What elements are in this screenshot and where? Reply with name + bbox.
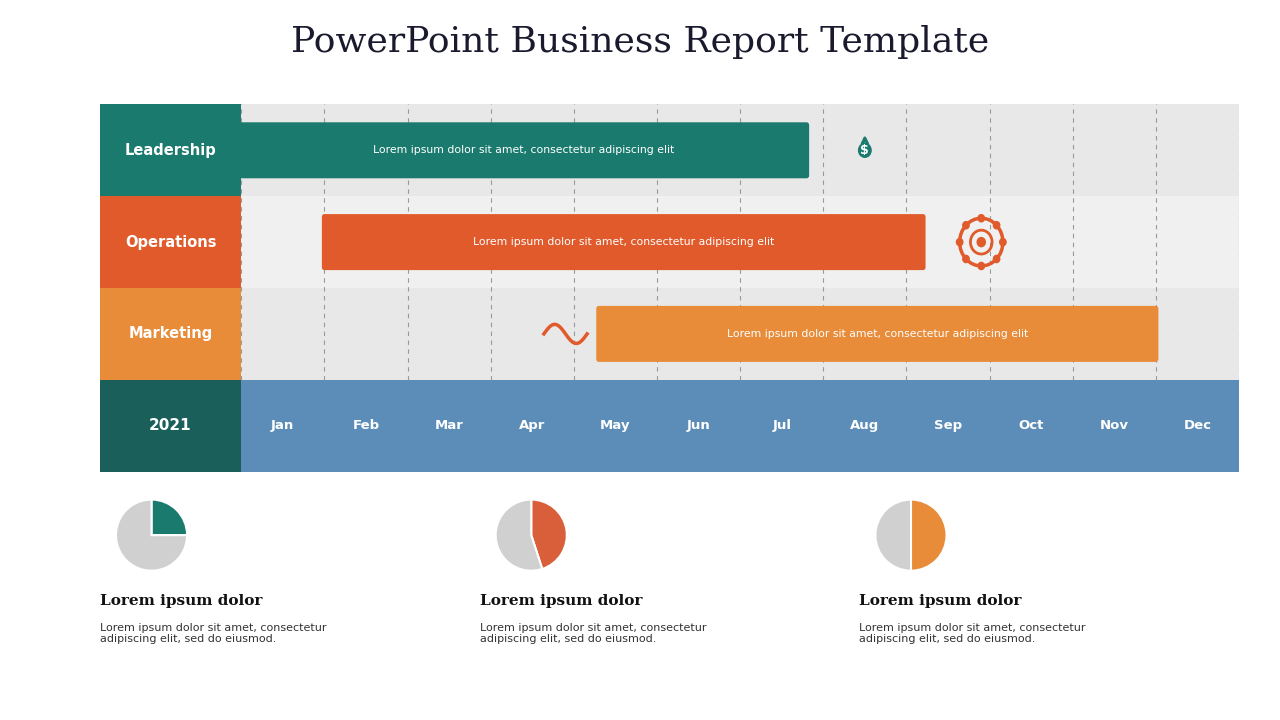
Wedge shape (116, 500, 187, 571)
Text: Oct: Oct (1019, 419, 1044, 432)
Bar (1156, 380, 1239, 472)
Text: Leadership: Leadership (124, 143, 216, 158)
Text: Lorem ipsum dolor: Lorem ipsum dolor (480, 594, 643, 608)
Text: 25%: 25% (219, 529, 262, 547)
Text: Jul: Jul (772, 419, 791, 432)
Bar (100, 288, 241, 380)
FancyBboxPatch shape (321, 214, 925, 270)
Circle shape (977, 237, 986, 248)
Text: Lorem ipsum dolor sit amet, consectetur
adipiscing elit, sed do eiusmod.: Lorem ipsum dolor sit amet, consectetur … (100, 623, 326, 644)
Text: Sep: Sep (934, 419, 963, 432)
Bar (407, 380, 490, 472)
Wedge shape (876, 500, 911, 571)
Text: Nov: Nov (1100, 419, 1129, 432)
Text: Operations: Operations (124, 235, 216, 250)
Text: Lorem ipsum dolor sit amet, consectetur adipiscing elit: Lorem ipsum dolor sit amet, consectetur … (374, 145, 675, 156)
Bar (100, 104, 241, 197)
Circle shape (998, 238, 1007, 246)
Text: Marketing: Marketing (128, 326, 212, 341)
Circle shape (963, 221, 970, 230)
Text: Lorem ipsum dolor: Lorem ipsum dolor (859, 594, 1021, 608)
Wedge shape (531, 500, 567, 569)
Bar (241, 104, 1239, 197)
Bar (740, 380, 823, 472)
FancyBboxPatch shape (238, 122, 809, 179)
Text: Aug: Aug (850, 419, 879, 432)
Text: PowerPoint Business Report Template: PowerPoint Business Report Template (291, 25, 989, 59)
Text: Lorem ipsum dolor sit amet, consectetur
adipiscing elit, sed do eiusmod.: Lorem ipsum dolor sit amet, consectetur … (859, 623, 1085, 644)
Bar (490, 380, 573, 472)
FancyBboxPatch shape (596, 306, 1158, 362)
Wedge shape (911, 500, 946, 571)
Text: Jun: Jun (686, 419, 710, 432)
Text: Lorem ipsum dolor sit amet, consectetur adipiscing elit: Lorem ipsum dolor sit amet, consectetur … (727, 329, 1028, 339)
Text: $: $ (860, 144, 869, 157)
Bar (823, 380, 906, 472)
Text: Jan: Jan (271, 419, 294, 432)
Text: Mar: Mar (435, 419, 463, 432)
Bar (1073, 380, 1156, 472)
Circle shape (978, 261, 986, 270)
Bar (906, 380, 989, 472)
Circle shape (956, 238, 964, 246)
Text: Feb: Feb (352, 419, 379, 432)
Text: Lorem ipsum dolor sit amet, consectetur
adipiscing elit, sed do eiusmod.: Lorem ipsum dolor sit amet, consectetur … (480, 623, 707, 644)
Text: Lorem ipsum dolor: Lorem ipsum dolor (100, 594, 262, 608)
Bar (657, 380, 740, 472)
Text: Dec: Dec (1184, 419, 1211, 432)
Circle shape (993, 255, 1001, 264)
Text: Lorem ipsum dolor sit amet, consectetur adipiscing elit: Lorem ipsum dolor sit amet, consectetur … (474, 237, 774, 247)
Bar (100, 380, 241, 472)
Wedge shape (495, 500, 543, 571)
Bar (241, 288, 1239, 380)
Wedge shape (151, 500, 187, 535)
Circle shape (963, 255, 970, 264)
Circle shape (978, 214, 986, 222)
Text: Apr: Apr (520, 419, 545, 432)
Text: 45%: 45% (599, 529, 643, 547)
Circle shape (858, 143, 872, 158)
Text: May: May (600, 419, 631, 432)
Bar (100, 197, 241, 288)
Bar (241, 380, 324, 472)
Bar (573, 380, 657, 472)
Text: 50%: 50% (979, 529, 1021, 547)
Bar (989, 380, 1073, 472)
Bar (241, 197, 1239, 288)
Bar (324, 380, 407, 472)
Circle shape (993, 221, 1001, 230)
Text: 2021: 2021 (150, 418, 192, 433)
